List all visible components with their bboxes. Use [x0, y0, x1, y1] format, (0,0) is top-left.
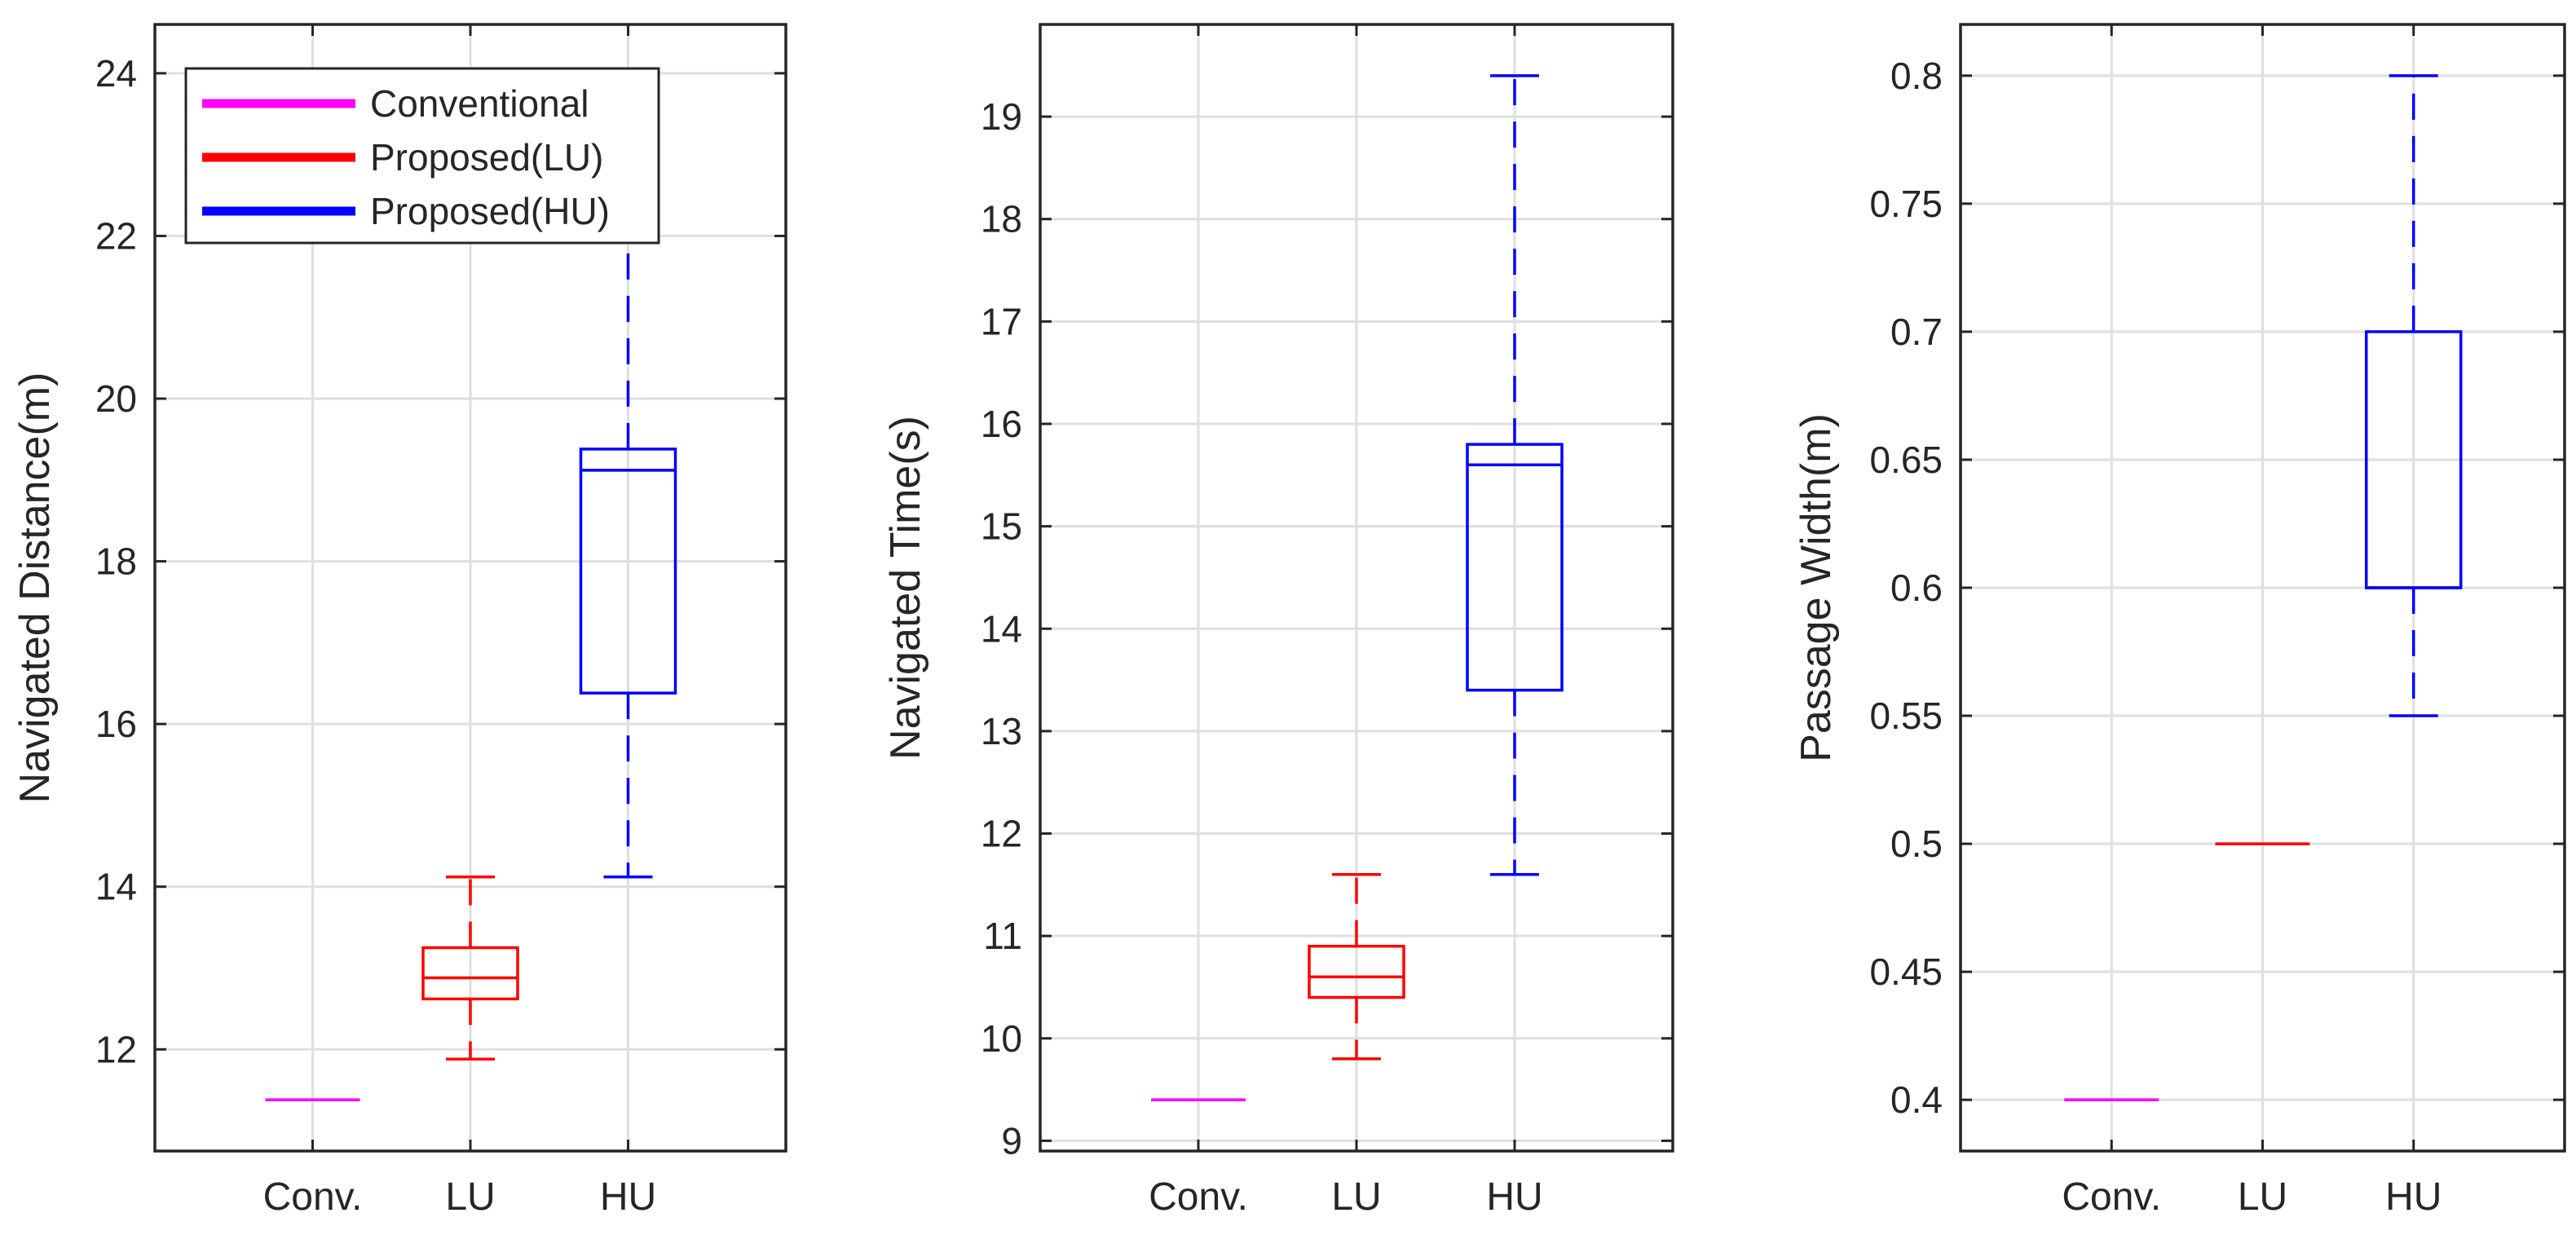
y-axis-label: Passage Width(m)	[1793, 413, 1840, 762]
y-tick-label: 16	[981, 403, 1022, 445]
y-tick-label: 22	[95, 214, 137, 257]
y-tick-label: 20	[95, 377, 137, 420]
box-iqr	[1466, 443, 1564, 692]
y-tick-label: 0.5	[1890, 823, 1943, 865]
chart-panel-1: 12 14 16 18 20 22 24 Conv. LU HU Navigated Distanc…	[11, 23, 787, 1219]
y-axis-label: Navigated Distance(m)	[11, 373, 59, 804]
y-tick-label: 0.65	[1869, 439, 1943, 481]
y-tick-label: 0.6	[1890, 567, 1943, 609]
y-tick-label: 14	[95, 866, 137, 908]
y-tick-label: 0.55	[1869, 695, 1943, 737]
x-tick-label: Conv.	[263, 1175, 363, 1219]
y-tick-label: 15	[981, 505, 1022, 548]
y-tick-label: 11	[983, 915, 1022, 957]
x-tick-label: HU	[2385, 1175, 2441, 1219]
y-tick-label: 12	[981, 813, 1022, 855]
y-tick-label: 0.7	[1890, 311, 1943, 353]
x-tick-label: LU	[445, 1175, 495, 1219]
y-tick-label: 17	[981, 300, 1022, 342]
chart-panel-3: 0.4 0.45 0.5 0.55 0.6 0.65 0.7 0.75 0.8 Conv. LU HU…	[1793, 23, 2566, 1219]
y-tick-label: 10	[981, 1017, 1022, 1060]
y-tick-label: 0.4	[1890, 1078, 1943, 1121]
y-tick-label: 14	[981, 607, 1022, 650]
x-tick-label: HU	[1486, 1175, 1542, 1219]
x-tick-label: Conv.	[2062, 1175, 2161, 1219]
box-hu	[1466, 74, 1564, 876]
box-iqr	[579, 448, 677, 695]
y-tick-label: 0.75	[1869, 183, 1943, 225]
box-iqr	[1308, 944, 1405, 999]
y-tick-label: 18	[95, 540, 137, 583]
x-tick-label: HU	[600, 1175, 656, 1219]
y-tick-label: 9	[1001, 1119, 1022, 1162]
legend-label: Proposed(HU)	[370, 190, 610, 232]
chart-panel-2: 9 10 11 12 13 14 15 16 17 18 19 Conv. LU HU Navigated …	[882, 23, 1674, 1219]
x-tick-label: Conv.	[1149, 1175, 1248, 1219]
box-lu	[421, 875, 519, 1061]
box-hu	[2365, 74, 2463, 717]
y-tick-label: 12	[95, 1028, 137, 1070]
box-iqr	[421, 946, 519, 1001]
y-tick-label: 18	[981, 198, 1022, 240]
y-tick-label: 13	[981, 710, 1022, 752]
y-tick-label: 19	[981, 95, 1022, 138]
x-tick-label: LU	[1331, 1175, 1381, 1219]
legend-label: Proposed(LU)	[370, 136, 603, 179]
y-axis-label: Navigated Time(s)	[882, 416, 929, 760]
box-lu	[1308, 873, 1405, 1061]
x-tick-label: LU	[2238, 1175, 2287, 1219]
y-tick-label: 0.8	[1890, 55, 1943, 97]
legend: Conventional Proposed(LU) Proposed(HU)	[184, 67, 660, 245]
y-tick-label: 0.45	[1869, 951, 1943, 993]
y-tick-label: 24	[95, 52, 137, 95]
y-tick-label: 16	[95, 703, 137, 745]
legend-label: Conventional	[370, 82, 589, 125]
